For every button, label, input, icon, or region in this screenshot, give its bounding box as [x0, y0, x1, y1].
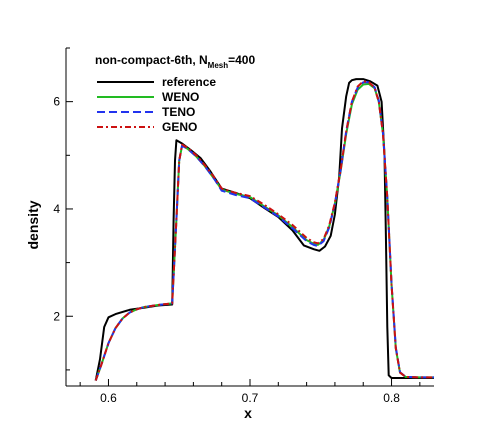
- series-group: [94, 78, 434, 381]
- legend: non-compact-6th, NMesh=400 referenceWENO…: [95, 53, 255, 134]
- y-axis-label: density: [25, 200, 41, 249]
- x-tick-label: 0.7: [242, 391, 259, 405]
- series-line-weno: [94, 82, 434, 381]
- series-line-reference: [94, 78, 434, 381]
- chart-title: non-compact-6th, NMesh=400: [95, 53, 255, 70]
- chart-title-main: non-compact-6th, N: [95, 53, 208, 67]
- y-tick-label: 6: [53, 95, 60, 109]
- chart-title-subscript: Mesh: [208, 61, 229, 70]
- plot-layer: 0.6 0.7 0.8 2 4 6: [53, 47, 434, 405]
- chart-title-suffix: =400: [228, 53, 255, 67]
- legend-label-weno: WENO: [162, 90, 199, 104]
- legend-label-geno: GENO: [162, 120, 197, 134]
- x-axis-label: x: [244, 405, 252, 421]
- y-tick-label: 2: [53, 309, 60, 323]
- x-tick-label: 0.6: [100, 391, 117, 405]
- legend-label-teno: TENO: [162, 105, 195, 119]
- legend-label-reference: reference: [162, 75, 216, 89]
- x-tick-label: 0.8: [383, 391, 400, 405]
- series-line-geno: [94, 80, 434, 381]
- y-tick-label: 4: [53, 202, 60, 216]
